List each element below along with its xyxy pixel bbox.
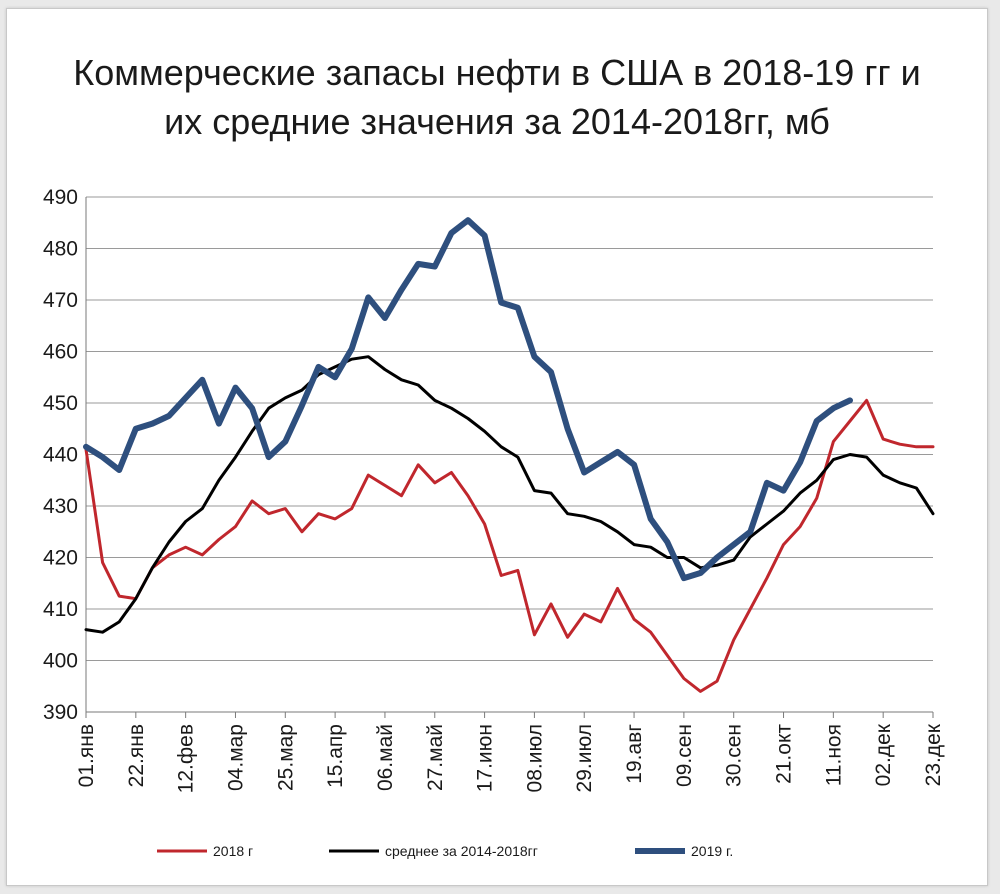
axes — [85, 197, 934, 718]
chart-frame: Коммерческие запасы нефти в США в 2018-1… — [6, 8, 988, 886]
y-tick-label-390: 390 — [43, 701, 78, 724]
x-tick-label-10: 29.июл — [573, 724, 596, 792]
x-tick-label-11: 19.авг — [623, 724, 646, 784]
chart-title: Коммерческие запасы нефти в США в 2018-1… — [73, 52, 920, 142]
y-axis-tick-labels: 390 400 410 420 430 440 450 460 470 480 490 — [43, 186, 78, 724]
series-line-1 — [84, 355, 935, 634]
chart-title-line-1: Коммерческие запасы нефти в США в 2018-1… — [73, 52, 920, 93]
y-tick-label-400: 400 — [43, 650, 78, 673]
y-tick-label-440: 440 — [43, 444, 78, 467]
y-tick-label-480: 480 — [43, 238, 78, 261]
x-tick-label-14: 21.окт — [773, 724, 796, 784]
x-tick-label-0: 01.янв — [75, 724, 98, 787]
x-tick-label-17: 23.дек — [922, 723, 945, 786]
legend-label-0: 2018 г — [213, 843, 253, 859]
chart-svg: Коммерческие запасы нефти в США в 2018-1… — [43, 52, 945, 859]
legend-label-2: 2019 г. — [691, 843, 733, 859]
series-line-2 — [83, 217, 853, 582]
y-tick-label-450: 450 — [43, 392, 78, 415]
x-tick-label-16: 02.дек — [872, 723, 895, 786]
x-tick-label-13: 30.сен — [723, 724, 746, 787]
x-tick-label-6: 06.май — [374, 724, 397, 791]
x-tick-label-5: 15.апр — [324, 724, 347, 788]
y-tick-label-420: 420 — [43, 547, 78, 570]
x-tick-label-9: 08.июл — [523, 724, 546, 792]
legend-label-1: среднее за 2014-2018гг — [385, 843, 538, 859]
y-tick-label-410: 410 — [43, 598, 78, 621]
chart-title-line-2: их средние значения за 2014-2018гг, мб — [164, 101, 830, 142]
x-tick-label-3: 04.мар — [224, 724, 247, 791]
x-tick-label-2: 12.фев — [175, 724, 198, 793]
series-line-0 — [84, 398, 935, 693]
y-tick-label-460: 460 — [43, 341, 78, 364]
x-tick-label-12: 09.сен — [673, 724, 696, 787]
y-tick-label-490: 490 — [43, 186, 78, 209]
y-tick-label-430: 430 — [43, 495, 78, 518]
y-tick-label-470: 470 — [43, 289, 78, 312]
x-tick-label-15: 11.ноя — [822, 724, 845, 786]
series-lines — [83, 217, 935, 693]
x-tick-label-1: 22.янв — [125, 724, 148, 787]
x-axis-tick-labels: 01.янв 22.янв 12.фев 04.мар 25.мар 15.апр 06.м… — [75, 723, 945, 793]
x-tick-label-7: 27.май — [424, 724, 447, 791]
legend: 2018 г среднее за 2014-2018гг 2019 г. — [157, 843, 733, 859]
x-tick-label-8: 17.июн — [474, 724, 497, 792]
x-tick-label-4: 25.мар — [274, 724, 297, 791]
